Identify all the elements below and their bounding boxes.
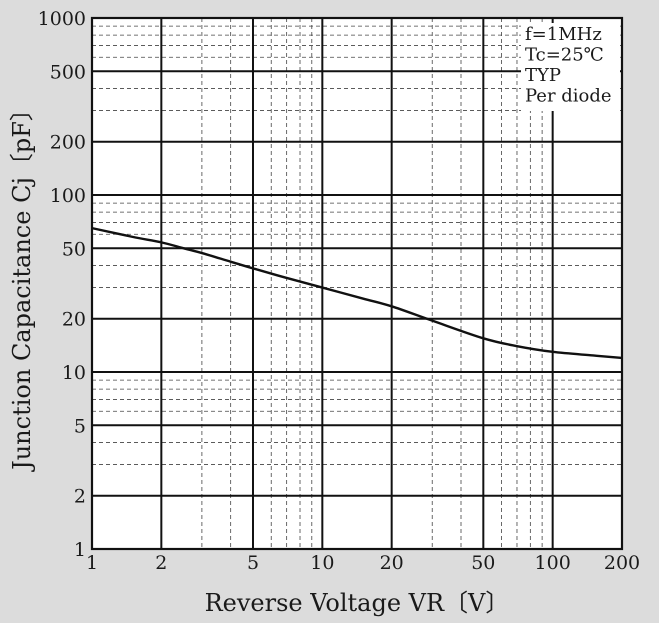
x-tick-label: 10 [310, 552, 334, 574]
x-tick-label: 20 [380, 552, 404, 574]
x-axis-label: Reverse Voltage VR〔V〕 [205, 589, 510, 617]
y-tick-label: 200 [50, 132, 86, 154]
y-tick-label: 20 [62, 309, 86, 331]
tick-labels: 1 2 5 10 20 50 100 200 1 2 5 10 20 50 100 200 500 1000 [38, 8, 640, 574]
y-tick-label: 5 [74, 415, 86, 437]
x-tick-label: 100 [535, 552, 571, 574]
curve-layer [91, 226, 623, 360]
x-tick-label: 2 [155, 552, 167, 574]
y-tick-label: 500 [50, 61, 86, 83]
y-tick-label: 100 [50, 185, 86, 207]
annotation-background [521, 23, 620, 111]
x-tick-label: 5 [247, 552, 259, 574]
capacitance-curve [91, 226, 623, 360]
y-tick-label: 10 [62, 362, 86, 384]
annotation-line: Per diode [525, 86, 612, 107]
annotation-line: f=1MHz [525, 24, 602, 45]
y-tick-label: 50 [62, 238, 86, 260]
major-grid [90, 16, 624, 551]
annotation-line: TYP [525, 65, 561, 86]
plot-frame [90, 16, 624, 551]
y-tick-label: 1 [74, 539, 86, 561]
x-tick-label: 1 [86, 552, 98, 574]
x-tick-label: 200 [604, 552, 640, 574]
annotation-line: Tc=25℃ [525, 45, 604, 66]
y-tick-label: 2 [74, 486, 86, 508]
x-tick-label: 50 [471, 552, 495, 574]
y-axis-label: Junction Capacitance Cj〔pF〕 [8, 97, 36, 473]
y-tick-label: 1000 [38, 8, 86, 30]
